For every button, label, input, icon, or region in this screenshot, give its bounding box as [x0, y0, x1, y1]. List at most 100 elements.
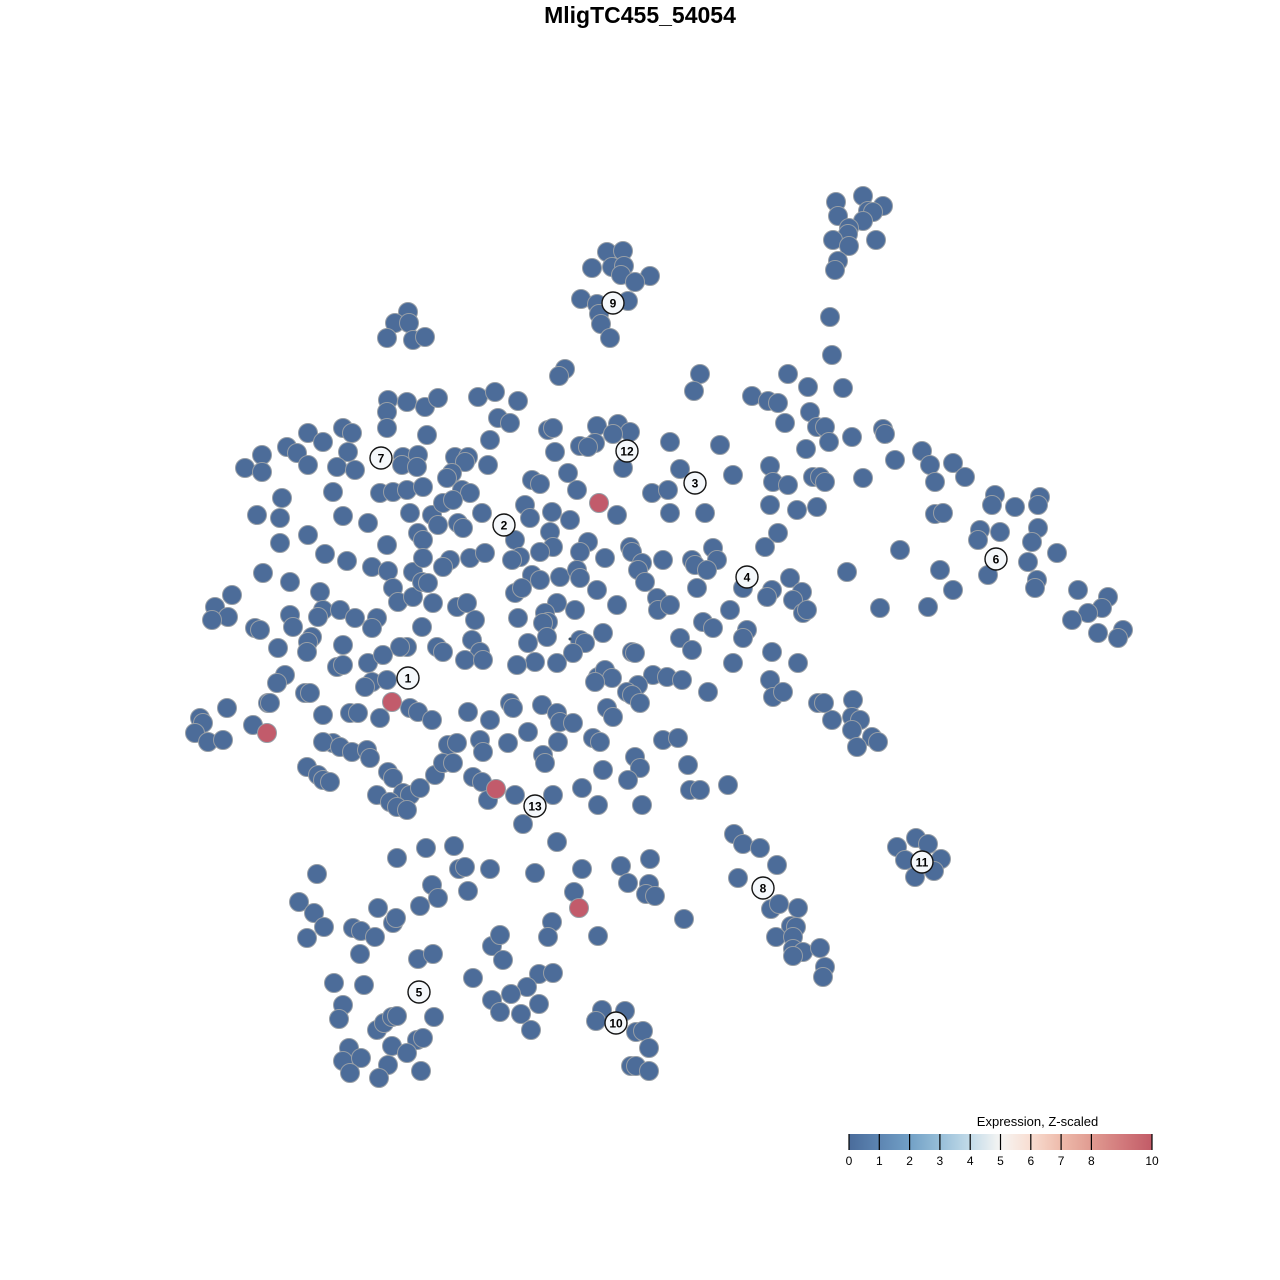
data-point-cells-low-expression	[593, 623, 613, 643]
data-point-cells-low-expression	[678, 755, 698, 775]
legend-tick-label: 8	[1088, 1154, 1095, 1168]
cluster-label-13: 13	[523, 794, 547, 818]
data-point-cells-low-expression	[270, 533, 290, 553]
data-point-cells-low-expression	[390, 637, 410, 657]
data-point-cells-low-expression	[202, 610, 222, 630]
data-point-cells-low-expression	[822, 710, 842, 730]
data-point-cells-low-expression	[625, 272, 645, 292]
data-point-cells-low-expression	[930, 560, 950, 580]
data-point-cells-low-expression	[298, 455, 318, 475]
data-point-cells-low-expression	[422, 710, 442, 730]
data-point-cells-low-expression	[1047, 543, 1067, 563]
data-point-cells-low-expression	[323, 482, 343, 502]
data-point-cells-low-expression	[410, 896, 430, 916]
cluster-label-3: 3	[683, 471, 707, 495]
data-point-cells-low-expression	[345, 460, 365, 480]
data-point-cells-low-expression	[545, 442, 565, 462]
data-point-cells-low-expression	[360, 748, 380, 768]
data-point-cells-high-expression	[486, 779, 506, 799]
data-point-cells-low-expression	[413, 477, 433, 497]
data-point-cells-low-expression	[695, 503, 715, 523]
data-point-cells-low-expression	[453, 518, 473, 538]
data-point-cells-low-expression	[415, 327, 435, 347]
data-point-cells-low-expression	[645, 886, 665, 906]
data-point-cells-low-expression	[512, 578, 532, 598]
data-point-cells-low-expression	[868, 732, 888, 752]
data-point-cells-low-expression	[472, 503, 492, 523]
data-point-cells-low-expression	[925, 472, 945, 492]
data-point-cells-low-expression	[354, 975, 374, 995]
data-point-cells-low-expression	[611, 856, 631, 876]
data-point-cells-low-expression	[250, 620, 270, 640]
data-point-cells-low-expression	[521, 1020, 541, 1040]
data-point-cells-low-expression	[720, 600, 740, 620]
data-point-cells-low-expression	[473, 742, 493, 762]
data-point-cells-low-expression	[298, 525, 318, 545]
data-point-cells-low-expression	[842, 720, 862, 740]
data-point-cells-low-expression	[280, 572, 300, 592]
data-point-cells-low-expression	[362, 618, 382, 638]
data-point-cells-low-expression	[478, 455, 498, 475]
data-point-cells-low-expression	[351, 1048, 371, 1068]
data-point-cells-low-expression	[796, 439, 816, 459]
cluster-label-4: 4	[735, 565, 759, 589]
data-point-cells-low-expression	[672, 670, 692, 690]
cluster-label-circle	[523, 794, 547, 818]
cluster-label-2: 2	[492, 513, 516, 537]
legend-tick-label: 0	[846, 1154, 853, 1168]
data-point-cells-low-expression	[543, 418, 563, 438]
data-point-cells-low-expression	[762, 642, 782, 662]
data-point-cells-low-expression	[687, 578, 707, 598]
data-point-cells-low-expression	[345, 608, 365, 628]
data-point-cells-low-expression	[595, 548, 615, 568]
data-point-cells-low-expression	[423, 593, 443, 613]
data-point-cells-low-expression	[549, 366, 569, 386]
data-point-cells-low-expression	[538, 927, 558, 947]
data-point-cells-low-expression	[377, 670, 397, 690]
data-point-cells-low-expression	[775, 413, 795, 433]
data-point-cells-low-expression	[529, 994, 549, 1014]
data-point-cells-low-expression	[437, 468, 457, 488]
data-point-cells-low-expression	[247, 505, 267, 525]
data-point-cells-low-expression	[588, 795, 608, 815]
data-point-cells-low-expression	[733, 628, 753, 648]
data-point-cells-low-expression	[783, 946, 803, 966]
cluster-label-number: 2	[501, 519, 508, 533]
data-point-cells-low-expression	[684, 381, 704, 401]
data-point-cells-high-expression	[569, 898, 589, 918]
data-point-cells-low-expression	[543, 963, 563, 983]
cluster-label-number: 9	[610, 297, 617, 311]
data-point-cells-low-expression	[428, 888, 448, 908]
data-point-cells-low-expression	[668, 728, 688, 748]
data-point-cells-low-expression	[518, 633, 538, 653]
data-point-cells-low-expression	[333, 655, 353, 675]
data-point-cells-low-expression	[480, 430, 500, 450]
cluster-label-circle	[601, 291, 625, 315]
data-point-cells-low-expression	[298, 423, 318, 443]
data-point-cells-low-expression	[586, 1011, 606, 1031]
data-point-cells-low-expression	[447, 733, 467, 753]
data-point-cells-low-expression	[397, 392, 417, 412]
cluster-label-number: 1	[405, 672, 412, 686]
data-point-cells-low-expression	[507, 655, 527, 675]
data-point-cells-low-expression	[407, 457, 427, 477]
data-point-cells-low-expression	[525, 863, 545, 883]
data-point-cells-low-expression	[458, 881, 478, 901]
data-point-cells-low-expression	[498, 733, 518, 753]
data-point-cells-low-expression	[480, 859, 500, 879]
data-point-cells-low-expression	[755, 537, 775, 557]
data-point-cells-low-expression	[297, 928, 317, 948]
data-point-cells-low-expression	[268, 638, 288, 658]
cluster-label-number: 11	[916, 856, 929, 870]
data-point-cells-low-expression	[455, 857, 475, 877]
data-point-cells-low-expression	[480, 710, 500, 730]
data-point-cells-low-expression	[639, 1038, 659, 1058]
data-point-cells-low-expression	[560, 510, 580, 530]
data-point-cells-low-expression	[760, 495, 780, 515]
data-point-cells-low-expression	[500, 413, 520, 433]
data-point-cells-low-expression	[639, 1061, 659, 1081]
data-point-cells-low-expression	[778, 475, 798, 495]
data-point-cells-low-expression	[813, 967, 833, 987]
data-point-cells-low-expression	[340, 1063, 360, 1083]
data-point-cells-low-expression	[787, 500, 807, 520]
